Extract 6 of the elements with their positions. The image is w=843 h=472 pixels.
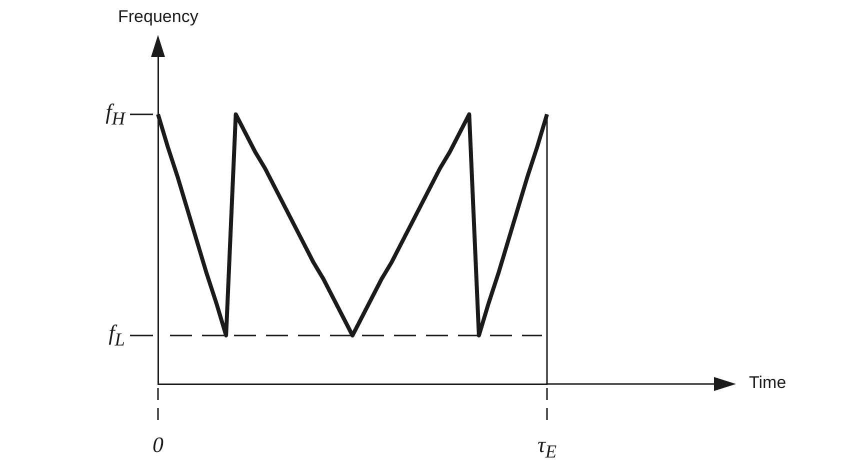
text: Frequency (118, 7, 198, 27)
x-tick-label: 0 (152, 432, 164, 458)
x-tick-label: τ$_{E}$ (536, 432, 558, 464)
text: Time (749, 373, 786, 393)
ref-line-label: f$_{H}$ (106, 99, 125, 131)
ref-line-label: f$_{L}$ (108, 320, 125, 352)
